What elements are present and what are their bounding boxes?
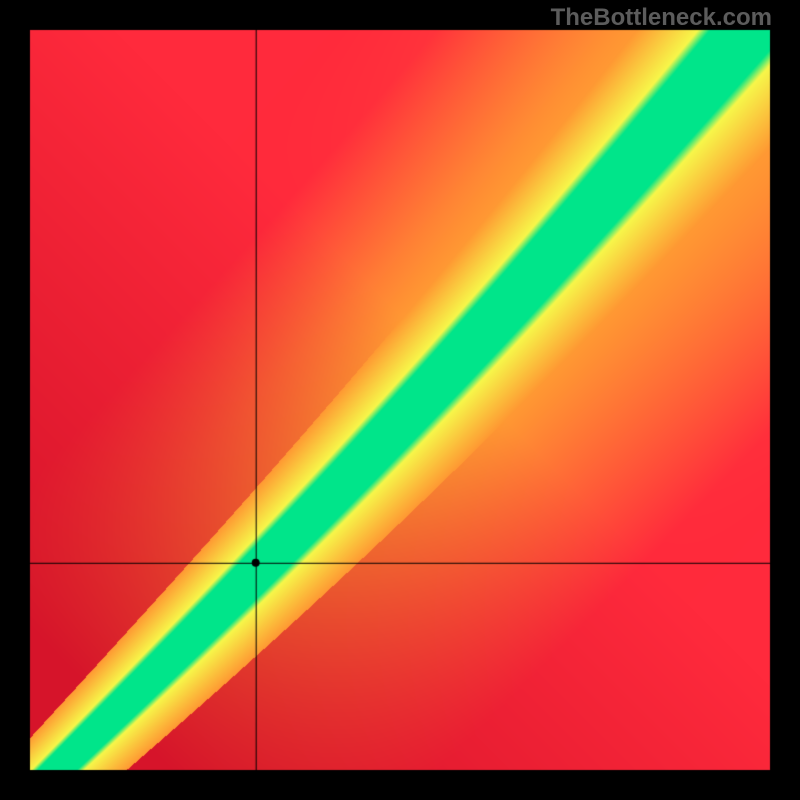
watermark-text: TheBottleneck.com (551, 4, 772, 32)
chart-container: TheBottleneck.com (0, 0, 800, 800)
heatmap-canvas (0, 0, 800, 800)
